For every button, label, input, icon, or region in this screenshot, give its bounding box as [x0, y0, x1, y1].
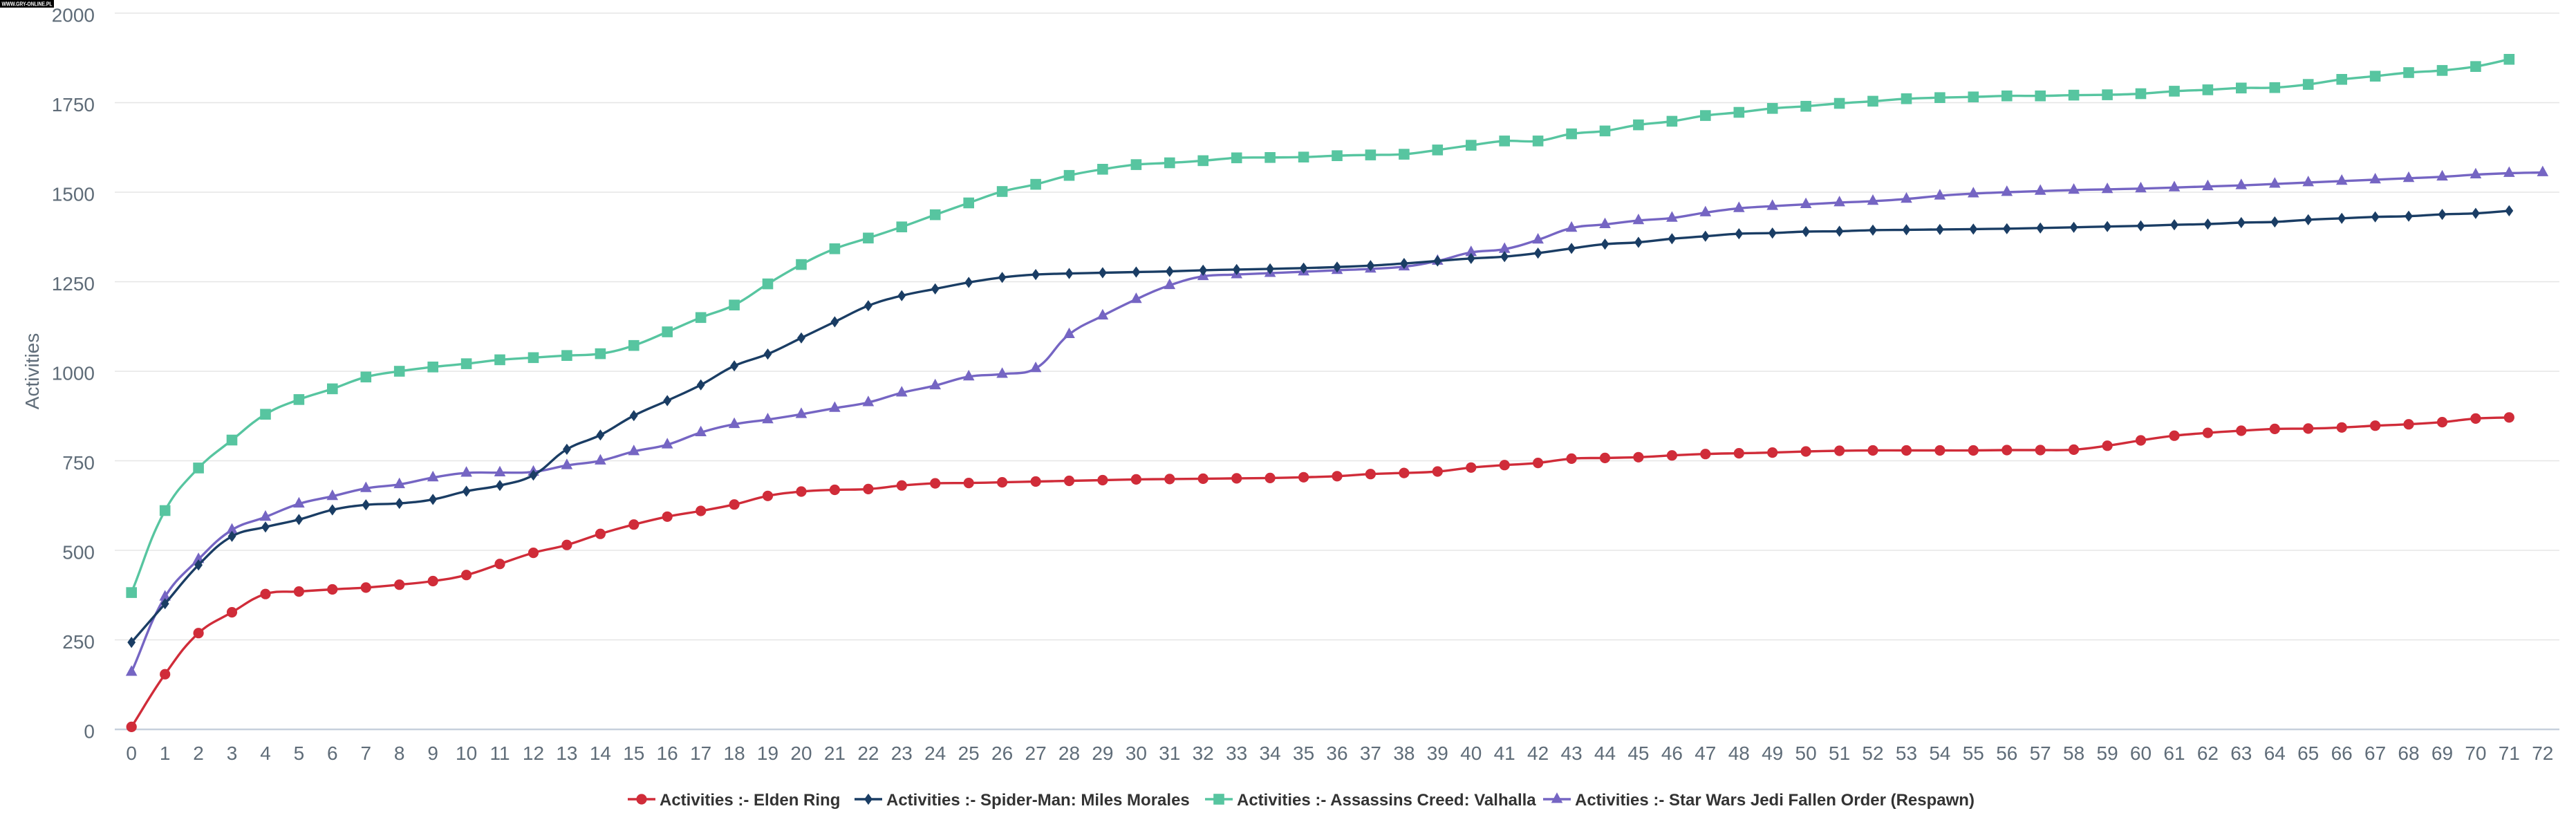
svg-text:1000: 1000 — [52, 363, 95, 384]
svg-text:4: 4 — [260, 743, 271, 764]
svg-text:65: 65 — [2297, 743, 2319, 764]
svg-text:9: 9 — [427, 743, 438, 764]
svg-text:49: 49 — [1762, 743, 1783, 764]
svg-text:29: 29 — [1092, 743, 1113, 764]
svg-text:28: 28 — [1058, 743, 1080, 764]
svg-text:25: 25 — [958, 743, 980, 764]
svg-text:62: 62 — [2197, 743, 2219, 764]
svg-text:WWW.GRY-ONLINE.PL: WWW.GRY-ONLINE.PL — [2, 1, 53, 8]
svg-text:14: 14 — [590, 743, 611, 764]
svg-text:48: 48 — [1728, 743, 1750, 764]
svg-text:54: 54 — [1929, 743, 1950, 764]
svg-text:12: 12 — [523, 743, 544, 764]
svg-text:22: 22 — [857, 743, 879, 764]
svg-text:53: 53 — [1896, 743, 1917, 764]
svg-text:66: 66 — [2331, 743, 2353, 764]
svg-text:3: 3 — [227, 743, 238, 764]
svg-text:51: 51 — [1829, 743, 1850, 764]
svg-text:56: 56 — [1996, 743, 2017, 764]
svg-text:47: 47 — [1695, 743, 1716, 764]
svg-text:45: 45 — [1627, 743, 1649, 764]
svg-text:21: 21 — [824, 743, 846, 764]
svg-text:18: 18 — [724, 743, 745, 764]
svg-text:61: 61 — [2163, 743, 2185, 764]
svg-text:36: 36 — [1326, 743, 1347, 764]
svg-text:Activities :- Elden Ring: Activities :- Elden Ring — [660, 791, 840, 810]
svg-text:750: 750 — [62, 452, 95, 474]
svg-text:6: 6 — [327, 743, 338, 764]
svg-text:43: 43 — [1561, 743, 1583, 764]
svg-text:34: 34 — [1260, 743, 1281, 764]
svg-text:44: 44 — [1594, 743, 1616, 764]
svg-text:31: 31 — [1159, 743, 1180, 764]
svg-text:39: 39 — [1427, 743, 1448, 764]
svg-text:0: 0 — [84, 721, 95, 743]
svg-text:500: 500 — [62, 542, 95, 563]
svg-text:250: 250 — [62, 631, 95, 653]
svg-text:Activities :- Assassins Creed:: Activities :- Assassins Creed: Valhalla — [1237, 791, 1536, 810]
svg-text:13: 13 — [556, 743, 577, 764]
svg-text:46: 46 — [1661, 743, 1683, 764]
svg-text:59: 59 — [2097, 743, 2118, 764]
svg-text:32: 32 — [1193, 743, 1214, 764]
svg-text:26: 26 — [991, 743, 1013, 764]
svg-text:2000: 2000 — [52, 5, 95, 26]
svg-text:38: 38 — [1393, 743, 1415, 764]
svg-text:63: 63 — [2230, 743, 2252, 764]
svg-text:64: 64 — [2264, 743, 2286, 764]
svg-text:67: 67 — [2364, 743, 2386, 764]
svg-text:35: 35 — [1293, 743, 1314, 764]
svg-text:50: 50 — [1795, 743, 1817, 764]
svg-text:69: 69 — [2432, 743, 2453, 764]
svg-text:23: 23 — [891, 743, 913, 764]
svg-text:27: 27 — [1025, 743, 1047, 764]
svg-text:72: 72 — [2532, 743, 2553, 764]
svg-text:5: 5 — [294, 743, 305, 764]
svg-text:40: 40 — [1460, 743, 1482, 764]
svg-text:7: 7 — [361, 743, 372, 764]
svg-text:30: 30 — [1126, 743, 1147, 764]
svg-text:24: 24 — [924, 743, 946, 764]
svg-text:60: 60 — [2130, 743, 2152, 764]
svg-text:57: 57 — [2030, 743, 2051, 764]
svg-text:37: 37 — [1360, 743, 1381, 764]
svg-text:1750: 1750 — [52, 94, 95, 115]
svg-text:19: 19 — [757, 743, 778, 764]
svg-text:Activities :- Star Wars Jedi F: Activities :- Star Wars Jedi Fallen Orde… — [1575, 791, 1975, 810]
svg-text:17: 17 — [690, 743, 711, 764]
svg-text:1: 1 — [160, 743, 171, 764]
svg-text:71: 71 — [2499, 743, 2520, 764]
svg-text:58: 58 — [2063, 743, 2084, 764]
svg-text:70: 70 — [2465, 743, 2486, 764]
svg-text:Activities: Activities — [21, 333, 43, 409]
svg-text:20: 20 — [790, 743, 812, 764]
svg-text:42: 42 — [1527, 743, 1549, 764]
svg-text:68: 68 — [2398, 743, 2419, 764]
svg-text:41: 41 — [1494, 743, 1515, 764]
svg-text:0: 0 — [126, 743, 137, 764]
svg-text:16: 16 — [657, 743, 678, 764]
svg-text:Activities :- Spider-Man: Mile: Activities :- Spider-Man: Miles Morales — [886, 791, 1190, 810]
svg-text:2: 2 — [193, 743, 204, 764]
svg-text:33: 33 — [1226, 743, 1247, 764]
svg-text:1500: 1500 — [52, 184, 95, 205]
svg-text:10: 10 — [456, 743, 477, 764]
svg-text:52: 52 — [1862, 743, 1883, 764]
svg-text:11: 11 — [489, 743, 510, 764]
svg-text:8: 8 — [394, 743, 405, 764]
svg-text:15: 15 — [623, 743, 644, 764]
svg-text:55: 55 — [1963, 743, 1984, 764]
svg-text:1250: 1250 — [52, 273, 95, 295]
